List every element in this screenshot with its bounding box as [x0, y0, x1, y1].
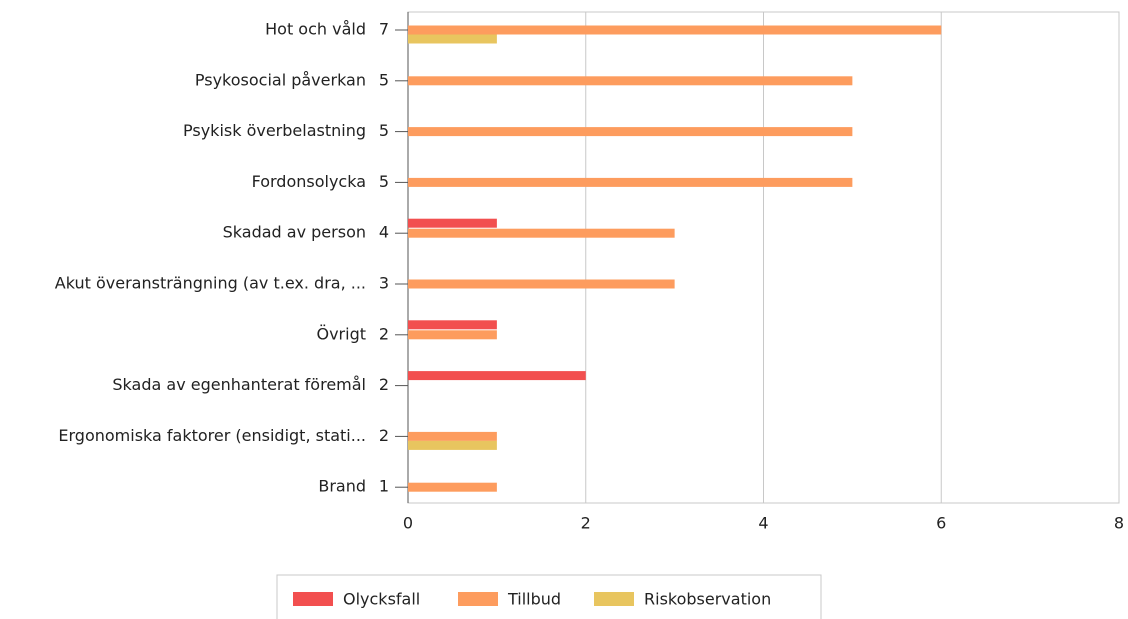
total-label: 7	[379, 20, 389, 39]
total-label: 2	[379, 426, 389, 445]
legend-label: Olycksfall	[343, 590, 420, 609]
y-tick-label: Skada av egenhanterat föremål	[112, 375, 366, 394]
total-label: 5	[379, 70, 389, 89]
bar	[408, 320, 497, 330]
y-tick-label: Fordonsolycka	[252, 172, 366, 191]
bar	[408, 482, 497, 492]
total-label: 4	[379, 223, 389, 242]
bar	[408, 228, 675, 238]
bar	[408, 25, 942, 35]
legend-swatch	[594, 592, 634, 606]
x-tick-label: 0	[403, 514, 413, 533]
y-tick-label: Ergonomiska faktorer (ensidigt, stati...	[58, 426, 366, 445]
total-label: 3	[379, 274, 389, 293]
bar	[408, 330, 497, 340]
total-label: 1	[379, 477, 389, 496]
legend-swatch	[458, 592, 498, 606]
bar	[408, 279, 675, 289]
legend-label: Tillbud	[507, 590, 561, 609]
legend-swatch	[293, 592, 333, 606]
bar	[408, 431, 497, 441]
y-tick-label: Akut överansträngning (av t.ex. dra, ...	[55, 274, 366, 293]
total-label: 5	[379, 121, 389, 140]
total-label: 2	[379, 324, 389, 343]
x-tick-label: 6	[936, 514, 946, 533]
y-tick-label: Övrigt	[316, 324, 366, 343]
total-label: 5	[379, 172, 389, 191]
x-tick-label: 2	[581, 514, 591, 533]
bar	[408, 371, 586, 381]
bar	[408, 440, 497, 450]
y-tick-label: Brand	[318, 477, 366, 496]
legend-box	[276, 574, 822, 619]
total-label: 2	[379, 375, 389, 394]
x-tick-label: 8	[1114, 514, 1124, 533]
y-tick-label: Psykisk överbelastning	[183, 121, 366, 140]
y-tick-label: Skadad av person	[223, 223, 366, 242]
bar	[408, 218, 497, 228]
bar	[408, 127, 853, 137]
x-tick-label: 4	[758, 514, 768, 533]
bar	[408, 76, 853, 86]
legend-label: Riskobservation	[644, 590, 771, 609]
y-tick-label: Psykosocial påverkan	[195, 70, 366, 89]
y-tick-label: Hot och våld	[265, 20, 366, 39]
bar	[408, 177, 853, 187]
bar	[408, 34, 497, 44]
